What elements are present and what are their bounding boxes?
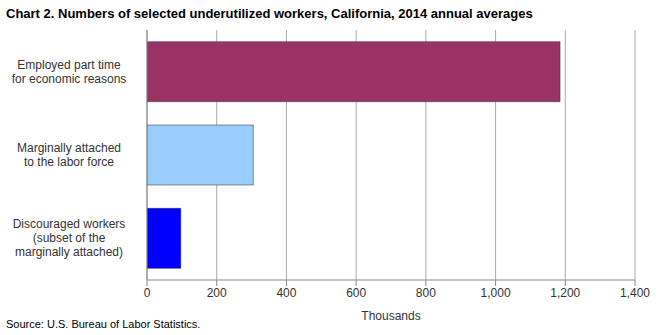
svg-text:1,000: 1,000 bbox=[481, 286, 511, 300]
svg-text:Discouraged workers(subset of: Discouraged workers(subset of themargina… bbox=[13, 217, 126, 259]
svg-text:Marginally attachedto the labo: Marginally attachedto the labor force bbox=[17, 141, 121, 169]
svg-text:1,200: 1,200 bbox=[550, 286, 580, 300]
svg-text:400: 400 bbox=[276, 286, 296, 300]
svg-text:200: 200 bbox=[207, 286, 227, 300]
svg-text:Employed part timefor economic: Employed part timefor economic reasons bbox=[12, 58, 127, 86]
html-text:Chart 2. Numbers of selected u: Chart 2. Numbers of selected underutiliz… bbox=[6, 6, 533, 21]
html-text:Source: U.S. Bureau of Labor S: Source: U.S. Bureau of Labor Statistics. bbox=[6, 318, 201, 330]
svg-text:1,400: 1,400 bbox=[620, 286, 650, 300]
svg-text:Thousands: Thousands bbox=[361, 309, 420, 322]
svg-text:0: 0 bbox=[144, 286, 151, 300]
svg-text:600: 600 bbox=[346, 286, 366, 300]
svg-text:800: 800 bbox=[416, 286, 436, 300]
